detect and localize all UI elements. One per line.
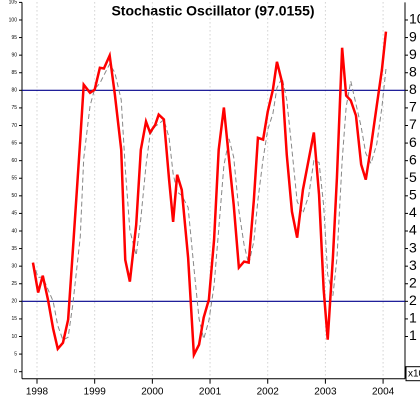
- x-tick-label: 2003: [314, 386, 337, 397]
- y-tick-label: 90: [11, 52, 17, 58]
- y2-tick-label: 9: [409, 28, 417, 44]
- x-tick-label: 2001: [199, 386, 222, 397]
- y-tick-label: 105: [9, 0, 18, 6]
- y-tick-label: 70: [11, 123, 17, 129]
- y2-tick-label: 5: [409, 169, 417, 185]
- y2-tick-label: 2: [409, 292, 417, 308]
- y-tick-label: 50: [11, 193, 17, 199]
- multiplier-box: [405, 366, 420, 382]
- series-line: [32, 62, 387, 341]
- y2-tick-label: 5: [409, 187, 417, 203]
- y-tick-label: 80: [11, 88, 17, 94]
- y-tick-label: 100: [9, 17, 18, 23]
- y-tick-label: 30: [11, 263, 17, 269]
- x-tick-label: 1998: [26, 386, 49, 397]
- y2-tick-label: 2: [409, 274, 417, 290]
- y-tick-label: 45: [11, 211, 17, 217]
- y-tick-label: 75: [11, 105, 17, 111]
- y2-tick-label: 7: [409, 99, 417, 115]
- y-tick-label: 15: [11, 316, 17, 322]
- y-tick-label: 20: [11, 299, 17, 305]
- y2-tick-label: 8: [409, 81, 417, 97]
- y2-tick-label: 7: [409, 116, 417, 132]
- y-tick-label: 25: [11, 281, 17, 287]
- y-tick-label: 0: [14, 369, 17, 375]
- x-tick-label: 2004: [372, 386, 395, 397]
- series-line: [31, 31, 388, 360]
- y2-tick-label: 4: [409, 204, 417, 220]
- x-tick-label: 2000: [141, 386, 164, 397]
- y-tick-label: 95: [11, 35, 17, 41]
- y2-tick-label: 6: [409, 151, 417, 167]
- y2-tick-label: 3: [409, 257, 417, 273]
- chart-title: Stochastic Oscillator (97.0155): [111, 3, 314, 19]
- y2-multiplier: x10: [408, 368, 420, 379]
- y2-tick-label: 1: [409, 310, 417, 326]
- y2-tick-label: 1: [409, 327, 417, 343]
- y2-tick-label: 10: [409, 11, 420, 27]
- y-tick-label: 10: [11, 334, 17, 340]
- y-tick-label: 60: [11, 158, 17, 164]
- y-tick-label: 40: [11, 228, 17, 234]
- y2-tick-label: 3: [409, 239, 417, 255]
- y2-tick-label: 4: [409, 222, 417, 238]
- x-tick-label: 1999: [84, 386, 107, 397]
- y-tick-label: 55: [11, 176, 17, 182]
- y2-tick-label: 6: [409, 134, 417, 150]
- y-tick-label: 35: [11, 246, 17, 252]
- y2-tick-label: 8: [409, 63, 417, 79]
- y-tick-label: 65: [11, 140, 17, 146]
- y2-tick-label: 9: [409, 46, 417, 62]
- x-tick-label: 2002: [257, 386, 280, 397]
- y-tick-label: 85: [11, 70, 17, 76]
- y-tick-label: 5: [14, 351, 17, 357]
